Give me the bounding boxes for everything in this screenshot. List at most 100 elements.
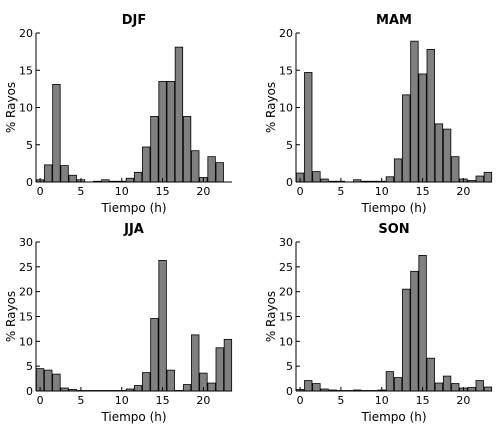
x-tick-label: 0 — [297, 394, 304, 407]
bar — [312, 383, 321, 392]
y-axis-label: % Rayos — [4, 291, 18, 342]
bar — [418, 73, 427, 183]
x-tick-label: 0 — [37, 394, 44, 407]
bar — [393, 158, 403, 183]
y-tick-label: 5 — [286, 139, 293, 152]
bar — [467, 387, 476, 392]
y-tick-label: 0 — [286, 176, 293, 189]
panel-mam: 0 5 10 15 20 0 5 10 15 20 MAM Tiempo (h) % Rayos — [264, 13, 493, 215]
chart-title: SON — [378, 222, 409, 237]
y-tick-label: 30 — [279, 236, 293, 249]
y-tick-label: 20 — [19, 27, 33, 40]
x-tick-label: 10 — [115, 394, 129, 407]
bar — [150, 318, 159, 392]
bar — [207, 156, 216, 183]
bar — [133, 385, 143, 392]
x-tick-label: 15 — [416, 394, 430, 407]
bar — [385, 371, 395, 392]
bar — [434, 382, 444, 392]
bar — [44, 164, 53, 183]
bar — [215, 347, 224, 392]
bar — [475, 175, 484, 183]
bar — [410, 270, 419, 392]
x-tick-label: 15 — [416, 185, 430, 198]
bar — [418, 255, 427, 392]
x-tick-label: 20 — [456, 185, 470, 198]
bar — [166, 369, 175, 392]
bar — [158, 81, 167, 183]
bar — [44, 369, 53, 392]
y-tick-label: 0 — [26, 176, 33, 189]
bar — [451, 383, 460, 392]
bar — [142, 146, 151, 183]
bar — [451, 156, 460, 183]
y-axis-label: % Rayos — [264, 291, 278, 342]
x-tick-label: 0 — [37, 185, 44, 198]
x-tick-label: 5 — [337, 394, 344, 407]
bar — [434, 123, 444, 183]
y-tick-label: 20 — [279, 286, 293, 299]
y-tick-label: 5 — [26, 360, 33, 373]
y-axis-label: % Rayos — [264, 82, 278, 133]
chart-title: MAM — [376, 13, 412, 28]
y-tick-label: 0 — [286, 385, 293, 398]
panel-jja: 0 5 10 15 20 25 30 0 5 10 15 20 JJA Tiempo (h) % Rayos — [4, 222, 233, 424]
x-tick-label: 10 — [375, 185, 389, 198]
bar — [393, 377, 403, 392]
bar — [207, 382, 216, 392]
y-tick-label: 0 — [26, 385, 33, 398]
x-axis-label: Tiempo (h) — [360, 410, 426, 424]
bar — [133, 171, 143, 183]
bar — [402, 288, 411, 392]
x-axis-label: Tiempo (h) — [100, 201, 166, 215]
y-tick-label: 30 — [19, 236, 33, 249]
x-tick-label: 15 — [156, 394, 170, 407]
x-tick-label: 20 — [196, 185, 210, 198]
bar — [52, 84, 61, 183]
bar — [52, 373, 61, 392]
y-tick-label: 25 — [279, 261, 293, 274]
x-tick-label: 20 — [196, 394, 210, 407]
y-tick-label: 10 — [19, 335, 33, 348]
y-tick-label: 10 — [19, 102, 33, 115]
x-axis-label: Tiempo (h) — [100, 410, 166, 424]
bar — [475, 380, 484, 392]
bar — [150, 116, 159, 183]
y-tick-label: 5 — [286, 360, 293, 373]
x-tick-label: 20 — [456, 394, 470, 407]
panel-djf: 0 5 10 15 20 0 5 10 15 20 DJF Tiempo (h) % Rayos — [4, 13, 232, 215]
bar — [191, 334, 200, 392]
panel-son: 0 5 10 15 20 25 30 0 5 10 15 20 SON Tiempo (h) % Rayos — [264, 222, 493, 424]
bar — [182, 116, 192, 183]
x-tick-label: 10 — [115, 185, 129, 198]
y-axis-label: % Rayos — [4, 82, 18, 133]
y-tick-label: 15 — [19, 311, 33, 324]
x-tick-label: 5 — [77, 185, 84, 198]
bar — [166, 81, 175, 183]
bar — [483, 171, 493, 183]
bar — [426, 48, 435, 183]
x-axis-label: Tiempo (h) — [360, 201, 426, 215]
bar — [223, 338, 233, 392]
y-tick-label: 15 — [19, 64, 33, 77]
y-tick-label: 5 — [26, 139, 33, 152]
bar — [125, 177, 135, 183]
y-tick-label: 10 — [279, 102, 293, 115]
bar — [182, 384, 192, 392]
bar — [410, 40, 419, 183]
bar — [442, 375, 452, 392]
bar — [385, 176, 395, 183]
x-tick-label: 0 — [297, 185, 304, 198]
bar — [304, 72, 313, 183]
chart-title: JJA — [123, 222, 144, 237]
y-tick-label: 15 — [279, 311, 293, 324]
bar — [68, 174, 77, 183]
bar — [312, 171, 321, 183]
y-tick-label: 25 — [19, 261, 33, 274]
bar — [304, 380, 313, 392]
bar — [158, 259, 167, 392]
bar — [442, 128, 452, 183]
bar — [483, 386, 493, 392]
bar — [60, 165, 69, 183]
bar — [191, 150, 200, 183]
